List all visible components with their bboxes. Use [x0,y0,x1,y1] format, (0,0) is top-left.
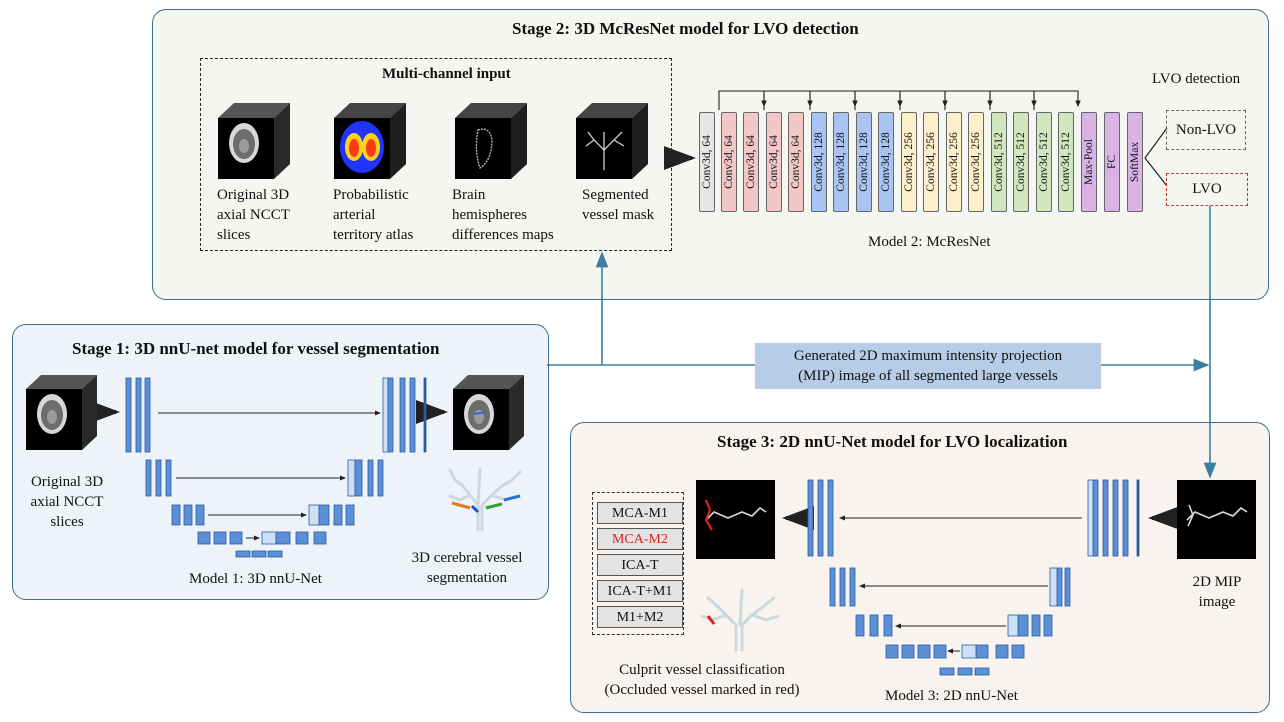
input-label-atlas: Probabilistic arterial territory atlas [333,187,414,243]
mcresnet-layer: Conv3d, 256 [968,112,984,212]
classification-caption: Culprit vessel classification (Occluded … [604,662,800,698]
stage3-input-label: 2D MIP image [1192,574,1242,610]
stage3-panel [570,422,1270,713]
mcresnet-layer: SoftMax [1127,112,1143,212]
class-item: M1+M2 [597,606,683,628]
mcresnet-layer: Conv3d, 512 [991,112,1007,212]
mip-text-line1: Generated 2D maximum intensity projectio… [793,348,1063,364]
model1-label: Model 1: 3D nnU-Net [189,571,322,587]
mcresnet-layer: Conv3d, 128 [856,112,872,212]
classification-box [592,492,684,635]
output-non-lvo-label: Non-LVO [1175,122,1237,138]
input-label-vessel-mask: Segmented vessel mask [582,187,655,223]
output-lvo: LVO [1166,173,1248,206]
mcresnet-layer: Conv3d, 128 [878,112,894,212]
mcresnet-layer: Conv3d, 256 [901,112,917,212]
input-label-ncct: Original 3D axial NCCT slices [217,187,290,243]
mip-text-line2: (MIP) image of all segmented large vesse… [798,368,1058,384]
mcresnet-layer: Conv3d, 64 [699,112,715,212]
stage3-title: Stage 3: 2D nnU-Net model for LVO locali… [717,432,1068,451]
model3-label: Model 3: 2D nnU-Net [885,688,1018,704]
mip-box: Generated 2D maximum intensity projectio… [755,343,1101,389]
multichannel-input-title: Multi-channel input [382,66,511,82]
class-item: MCA-M1 [597,502,683,524]
mcresnet-layer: Conv3d, 256 [946,112,962,212]
mcresnet-layer: Conv3d, 512 [1013,112,1029,212]
class-item: ICA-T+M1 [597,580,683,602]
lvo-detection-title: LVO detection [1152,71,1241,87]
mcresnet-layer: Conv3d, 512 [1036,112,1052,212]
mcresnet-layer: Conv3d, 128 [811,112,827,212]
mcresnet-layer: Conv3d, 64 [743,112,759,212]
output-non-lvo: Non-LVO [1166,110,1246,150]
stage1-title: Stage 1: 3D nnU-net model for vessel seg… [72,339,440,358]
class-item: ICA-T [597,554,683,576]
stage2-title: Stage 2: 3D McResNet model for LVO detec… [512,19,859,38]
mcresnet-layer: Conv3d, 512 [1058,112,1074,212]
mcresnet-layer: Conv3d, 64 [766,112,782,212]
stage1-output-label: 3D cerebral vessel segmentation [411,550,523,586]
mcresnet-layer: Conv3d, 128 [833,112,849,212]
output-lvo-label: LVO [1192,181,1222,197]
mcresnet-layer: Max-Pool [1081,112,1097,212]
multichannel-input-box [200,58,672,251]
stage1-input-label: Original 3D axial NCCT slices [30,474,104,530]
mcresnet-layer: Conv3d, 256 [923,112,939,212]
mcresnet-layer: FC [1104,112,1120,212]
model2-label: Model 2: McResNet [868,234,991,250]
mcresnet-layer: Conv3d, 64 [788,112,804,212]
class-item: MCA-M2 [597,528,683,550]
input-label-difference-maps: Brain hemispheres differences maps [452,187,554,243]
mcresnet-layer: Conv3d, 64 [721,112,737,212]
